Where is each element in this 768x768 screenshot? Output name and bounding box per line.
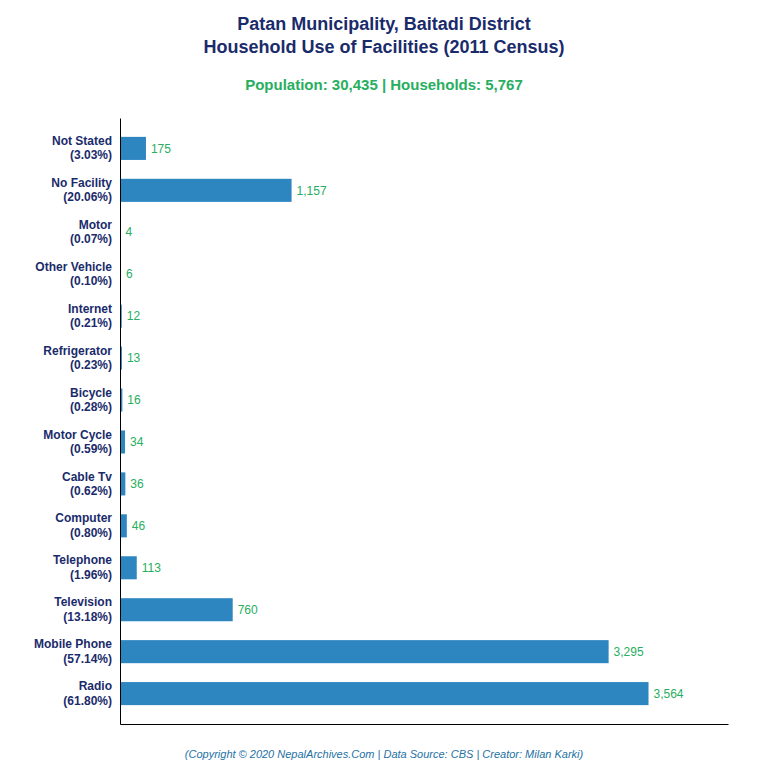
plot: 3,564 3,295 760 113 46 36 34 16 13 12 6 4 1,157 175 Ra…	[34, 119, 729, 725]
x-axis-line	[121, 724, 729, 725]
y-tick-label: Radio(61.80%)	[63, 679, 112, 707]
data-label: 12	[127, 309, 141, 323]
data-label: 175	[151, 142, 171, 156]
data-label: 34	[130, 435, 144, 449]
y-tick-label: Telephone(1.96%)	[53, 553, 112, 581]
y-tick: Motor Cycle(0.59%)	[43, 428, 120, 456]
bar	[120, 514, 127, 537]
y-tick: Other Vehicle(0.10%)	[35, 260, 120, 288]
y-tick: Mobile Phone(57.14%)	[34, 637, 120, 665]
data-label: 760	[238, 603, 258, 617]
y-tick-label: Internet(0.21%)	[68, 302, 112, 330]
y-tick: Bicycle(0.28%)	[70, 386, 120, 414]
subtitle: Population: 30,435 | Households: 5,767	[245, 76, 523, 93]
y-tick: Internet(0.21%)	[68, 302, 120, 330]
y-tick: Cable Tv(0.62%)	[62, 470, 120, 498]
chart: Patan Municipality, Baitadi DistrictHous…	[0, 0, 768, 768]
bar	[120, 179, 292, 202]
y-tick-label: Television(13.18%)	[54, 595, 112, 623]
bar	[120, 640, 609, 663]
background	[0, 0, 768, 768]
y-tick-label: Cable Tv(0.62%)	[62, 470, 112, 498]
y-tick-label: Motor(0.07%)	[70, 218, 112, 246]
y-tick: Computer(0.80%)	[55, 511, 120, 539]
y-tick: Radio(61.80%)	[63, 679, 120, 707]
y-tick-label: No Facility(20.06%)	[51, 176, 112, 204]
data-label: 6	[126, 267, 133, 281]
data-label: 13	[127, 351, 141, 365]
y-tick: Television(13.18%)	[54, 595, 120, 623]
x-axis	[121, 724, 729, 725]
y-tick: Telephone(1.96%)	[53, 553, 120, 581]
y-tick-label: Other Vehicle(0.10%)	[35, 260, 112, 288]
bars	[120, 137, 649, 705]
data-label: 3,295	[614, 645, 644, 659]
data-label: 36	[130, 477, 144, 491]
y-tick-label: Bicycle(0.28%)	[70, 386, 112, 414]
data-label: 3,564	[654, 687, 684, 701]
data-label: 1,157	[297, 184, 327, 198]
bar	[120, 137, 146, 160]
bar	[120, 598, 233, 621]
y-tick: No Facility(20.06%)	[51, 176, 120, 204]
y-tick: Refrigerator(0.23%)	[43, 344, 120, 372]
y-axis: Radio(61.80%) Mobile Phone(57.14%) Televis…	[34, 119, 121, 725]
footer: (Copyright © 2020 NepalArchives.Com | Da…	[185, 748, 584, 760]
data-label: 4	[126, 225, 133, 239]
y-tick-label: Motor Cycle(0.59%)	[43, 428, 112, 456]
title: Patan Municipality, Baitadi DistrictHous…	[203, 14, 564, 57]
y-tick-label: Computer(0.80%)	[55, 511, 112, 539]
y-axis-line	[120, 119, 121, 725]
y-tick-label: Mobile Phone(57.14%)	[34, 637, 112, 665]
y-tick: Not Stated(3.03%)	[52, 134, 120, 162]
data-label: 16	[127, 393, 141, 407]
y-tick: Motor(0.07%)	[70, 218, 120, 246]
y-tick-label: Refrigerator(0.23%)	[43, 344, 112, 372]
y-tick-label: Not Stated(3.03%)	[52, 134, 112, 162]
data-labels: 3,564 3,295 760 113 46 36 34 16 13 12 6 4 1,157 175	[126, 142, 684, 701]
data-label: 113	[142, 561, 161, 575]
bar	[120, 556, 137, 579]
bar	[120, 682, 649, 705]
data-label: 46	[132, 519, 146, 533]
